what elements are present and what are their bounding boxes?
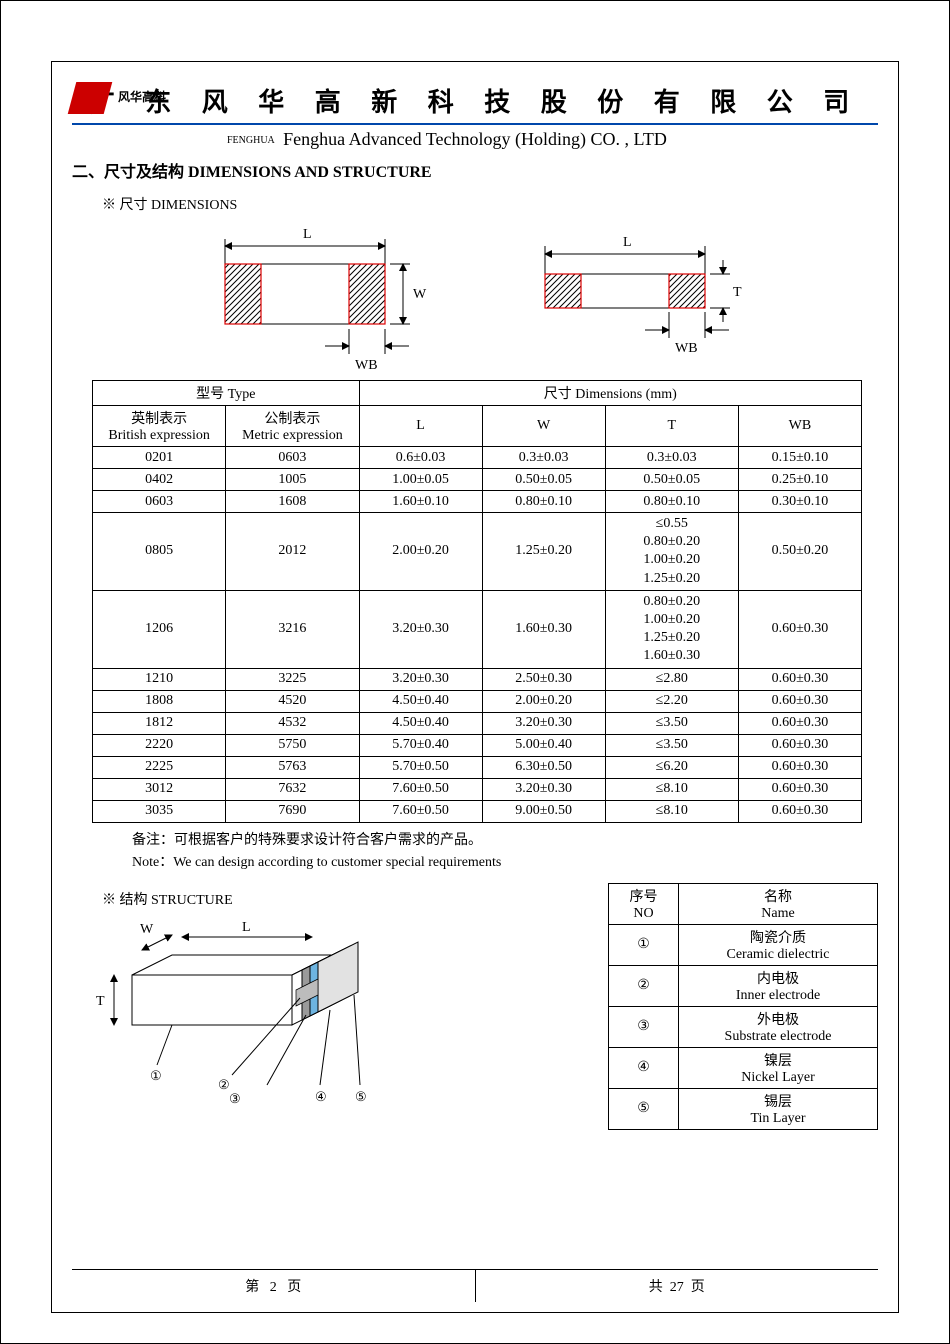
table-row: 222057505.70±0.405.00±0.40≤3.500.60±0.30 xyxy=(93,734,862,756)
page-header: 风华高科 FENGHUA 广 东 风 华 高 新 科 技 股 份 有 限 公 司… xyxy=(72,82,878,154)
section-title: 二、尺寸及结构 DIMENSIONS AND STRUCTURE xyxy=(72,158,878,182)
svg-text:T: T xyxy=(733,285,742,300)
table-row: ②内电极Inner electrode xyxy=(609,965,878,1006)
svg-text:L: L xyxy=(242,920,251,935)
table-row: 040210051.00±0.050.50±0.050.50±0.050.25±… xyxy=(93,469,862,491)
svg-text:④: ④ xyxy=(315,1089,327,1104)
structure-label: ※ 结构 STRUCTURE xyxy=(102,889,568,909)
company-name-cn: 广 东 风 华 高 新 科 技 股 份 有 限 公 司 xyxy=(72,82,878,119)
header-rule xyxy=(72,123,878,125)
svg-text:WB: WB xyxy=(675,341,698,356)
table-row: 120632163.20±0.301.60±0.300.80±0.20 1.00… xyxy=(93,590,862,668)
footer-total: 共 27 页 xyxy=(476,1270,879,1302)
col-dim: 尺寸 Dimensions (mm) xyxy=(359,381,861,406)
svg-text:⑤: ⑤ xyxy=(355,1089,367,1104)
table-row: 222557635.70±0.506.30±0.50≤6.200.60±0.30 xyxy=(93,756,862,778)
diagram-top-view: L W WB xyxy=(185,224,445,374)
company-name-en: Fenghua Advanced Technology (Holding) CO… xyxy=(72,129,878,150)
note-cn: 备注：可根据客户的特殊要求设计符合客户需求的产品。 xyxy=(132,829,878,849)
note-en: Note：We can design according to customer… xyxy=(132,851,878,871)
table-row: 180845204.50±0.402.00±0.20≤2.200.60±0.30 xyxy=(93,690,862,712)
table-row: ③外电极Substrate electrode xyxy=(609,1006,878,1047)
svg-text:③: ③ xyxy=(229,1091,241,1106)
table-row: 301276327.60±0.503.20±0.30≤8.100.60±0.30 xyxy=(93,778,862,800)
table-row: 080520122.00±0.201.25±0.20≤0.55 0.80±0.2… xyxy=(93,513,862,591)
structure-table: 序号 NO 名称 Name ①陶瓷介质Ceramic dielectric②内电… xyxy=(608,883,878,1130)
label-WB: WB xyxy=(355,358,378,373)
svg-text:T: T xyxy=(96,994,105,1009)
structure-diagram: W L T ① ② ③ xyxy=(72,915,568,1120)
table-row: 060316081.60±0.100.80±0.100.80±0.100.30±… xyxy=(93,491,862,513)
table-row: 020106030.6±0.030.3±0.030.3±0.030.15±0.1… xyxy=(93,447,862,469)
dimensions-label: ※ 尺寸 DIMENSIONS xyxy=(102,194,878,214)
footer-page: 第 2 页 xyxy=(72,1270,476,1302)
brand-small: FENGHUA xyxy=(227,135,275,146)
svg-text:W: W xyxy=(140,922,154,937)
table-row: 303576907.60±0.509.00±0.50≤8.100.60±0.30 xyxy=(93,800,862,822)
label-W: W xyxy=(413,287,427,302)
svg-text:①: ① xyxy=(150,1068,162,1083)
svg-text:②: ② xyxy=(218,1077,230,1092)
dimensions-table: 型号 Type 尺寸 Dimensions (mm) 英制表示 British … xyxy=(92,380,862,823)
diagram-side-view: L T WB xyxy=(505,224,765,374)
table-row: ④镍层Nickel Layer xyxy=(609,1047,878,1088)
table-row: 121032253.20±0.302.50±0.30≤2.800.60±0.30 xyxy=(93,668,862,690)
table-row: ①陶瓷介质Ceramic dielectric xyxy=(609,924,878,965)
table-row: ⑤锡层Tin Layer xyxy=(609,1088,878,1129)
dimension-diagrams: L W WB xyxy=(72,224,878,374)
label-L: L xyxy=(303,227,312,242)
table-row: 181245324.50±0.403.20±0.30≤3.500.60±0.30 xyxy=(93,712,862,734)
col-type: 型号 Type xyxy=(93,381,360,406)
page-footer: 第 2 页 共 27 页 xyxy=(72,1269,878,1302)
svg-text:L: L xyxy=(623,235,632,250)
